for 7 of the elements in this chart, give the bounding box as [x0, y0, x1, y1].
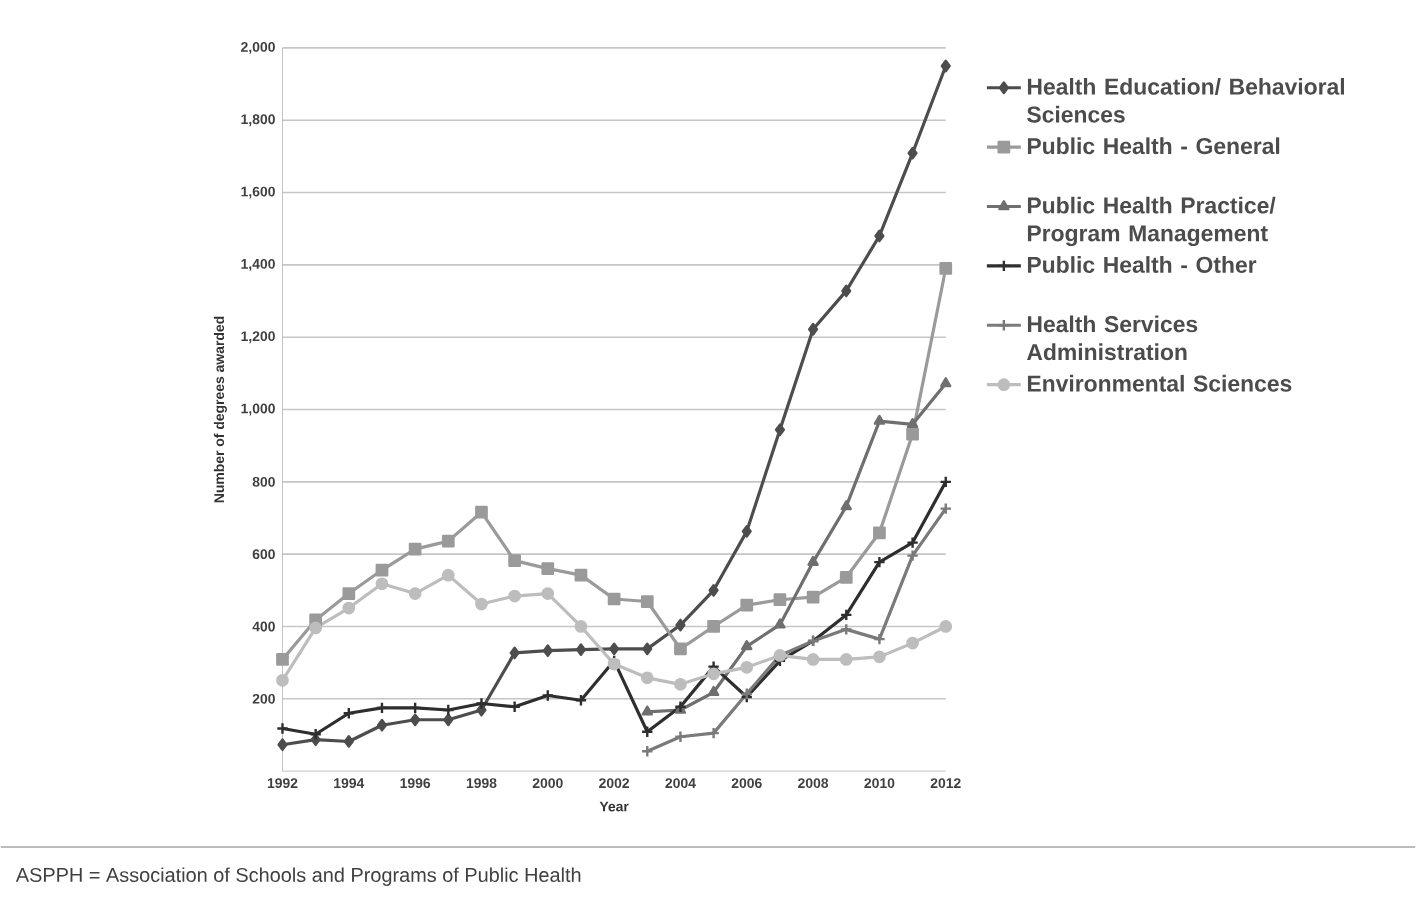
legend-label: Health Education/ Behavioral Sciences	[1027, 77, 1345, 123]
legend-label: Public Health - General	[1027, 136, 1280, 154]
legend-label: Environmental Sciences	[1027, 374, 1292, 392]
legend-label: Health Services Administration	[1026, 315, 1198, 360]
legend-label: Public Health Practice/ Program Management	[1027, 196, 1276, 246]
text: ASPPH = Association of Schools and Programs of Public Health	[15, 866, 581, 886]
legend-label: Public Health - Other	[1027, 255, 1257, 273]
